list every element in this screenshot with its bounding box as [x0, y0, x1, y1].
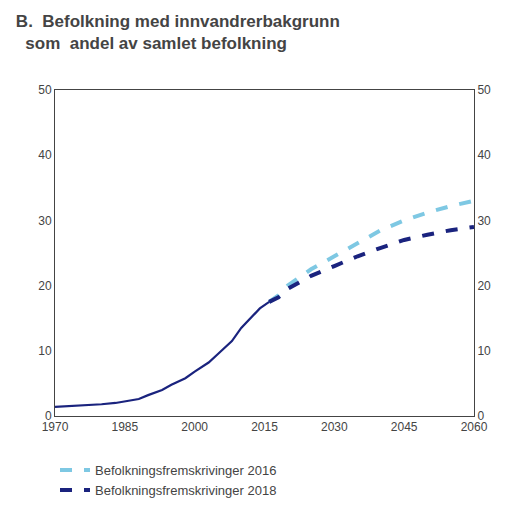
- svg-text:30: 30: [38, 214, 52, 228]
- svg-text:2045: 2045: [391, 420, 418, 434]
- svg-text:10: 10: [477, 344, 491, 358]
- svg-text:2000: 2000: [181, 420, 208, 434]
- svg-text:2060: 2060: [461, 420, 488, 434]
- svg-text:2015: 2015: [251, 420, 278, 434]
- svg-text:0: 0: [45, 409, 52, 423]
- svg-text:0: 0: [477, 409, 484, 423]
- svg-text:1985: 1985: [111, 420, 138, 434]
- svg-text:40: 40: [38, 148, 52, 162]
- svg-text:50: 50: [477, 83, 491, 97]
- svg-text:50: 50: [38, 83, 52, 97]
- svg-text:10: 10: [38, 344, 52, 358]
- svg-text:30: 30: [477, 214, 491, 228]
- svg-text:40: 40: [477, 148, 491, 162]
- svg-text:20: 20: [38, 279, 52, 293]
- svg-text:1970: 1970: [42, 420, 69, 434]
- svg-text:20: 20: [477, 279, 491, 293]
- svg-text:Befolkningsfremskrivinger 2018: Befolkningsfremskrivinger 2018: [95, 483, 276, 498]
- svg-text:B. Befolkning med innvandrerb: B. Befolkning med innvandrerbakgrunn som…: [16, 12, 340, 53]
- svg-text:Befolkningsfremskrivinger 2016: Befolkningsfremskrivinger 2016: [95, 463, 276, 478]
- svg-text:2030: 2030: [321, 420, 348, 434]
